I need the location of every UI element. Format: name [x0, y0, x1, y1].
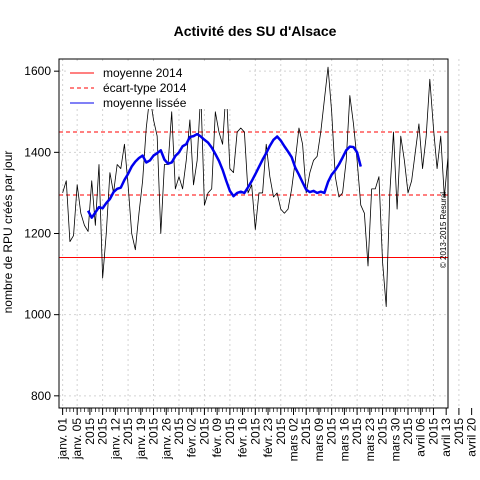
legend-box — [66, 64, 246, 109]
x-tick-label-2: 2015 — [83, 418, 97, 445]
x-tick-label-19: 2015 — [299, 418, 313, 445]
y-axis-label: nombre de RPU créés par jour — [1, 151, 15, 314]
legend: moyenne 2014 écart-type 2014 moyenne lis… — [66, 64, 246, 110]
x-tick-label-17: 2015 — [274, 418, 288, 445]
x-tick-label-29: 2015 — [426, 418, 440, 445]
x-tick-label-24: mars 23 — [363, 418, 377, 462]
x-tick-label-18: mars 02 — [286, 418, 300, 462]
x-tick-label-8: janv. 26 — [159, 418, 173, 460]
y-tick-label-0: 800 — [31, 389, 51, 403]
y-axis: 800 1000 1200 1400 1600 — [24, 64, 59, 403]
x-tick-label-32: avril 20 — [465, 418, 479, 457]
x-tick-label-31: 2015 — [452, 418, 466, 445]
y-tick-label-3: 1400 — [24, 145, 51, 159]
x-tick-label-6: janv. 19 — [134, 418, 148, 460]
reference-lines — [59, 131, 448, 258]
x-tick-label-16: févr. 23 — [261, 418, 275, 458]
smoothed-mean-line — [86, 132, 362, 219]
x-tick-label-12: févr. 09 — [210, 418, 224, 458]
y-tick-label-2: 1200 — [24, 227, 51, 241]
series-group — [62, 66, 449, 307]
x-tick-label-3: 2015 — [96, 418, 110, 445]
x-tick-label-20: mars 09 — [312, 418, 326, 462]
chart-title: Activité des SU d'Alsace — [174, 23, 337, 39]
x-tick-label-26: mars 30 — [388, 418, 402, 462]
legend-entry-mean: moyenne 2014 — [103, 66, 183, 80]
x-tick-label-21: 2015 — [325, 418, 339, 445]
x-tick-label-28: avril 06 — [414, 418, 428, 457]
x-tick-label-0: janv. 01 — [56, 418, 70, 460]
x-tick-label-22: mars 16 — [337, 418, 351, 462]
legend-entry-smooth: moyenne lissée — [103, 96, 187, 110]
legend-entry-sd: écart-type 2014 — [103, 81, 187, 95]
x-tick-label-33: 2015 — [477, 418, 480, 445]
x-tick-label-7: 2015 — [147, 418, 161, 445]
daily-count-line — [62, 66, 449, 307]
x-tick-label-4: janv. 12 — [108, 418, 122, 460]
x-tick-label-23: 2015 — [350, 418, 364, 445]
x-tick-label-15: 2015 — [248, 418, 262, 445]
x-tick-label-11: 2015 — [197, 418, 211, 445]
x-tick-label-27: 2015 — [401, 418, 415, 445]
x-tick-label-9: 2015 — [172, 418, 186, 445]
x-tick-label-10: févr. 02 — [185, 418, 199, 458]
x-tick-label-5: 2015 — [121, 418, 135, 445]
grid — [59, 59, 460, 408]
x-tick-label-13: 2015 — [223, 418, 237, 445]
y-tick-label-1: 1000 — [24, 308, 51, 322]
y-tick-label-4: 1600 — [24, 64, 51, 78]
x-tick-label-14: févr. 16 — [236, 418, 250, 458]
x-tick-label-25: 2015 — [376, 418, 390, 445]
x-tick-label-1: janv. 05 — [70, 418, 84, 460]
x-tick-label-30: avril 13 — [439, 418, 453, 457]
copyright-annotation: © 2013-2015 Resural — [439, 192, 448, 268]
